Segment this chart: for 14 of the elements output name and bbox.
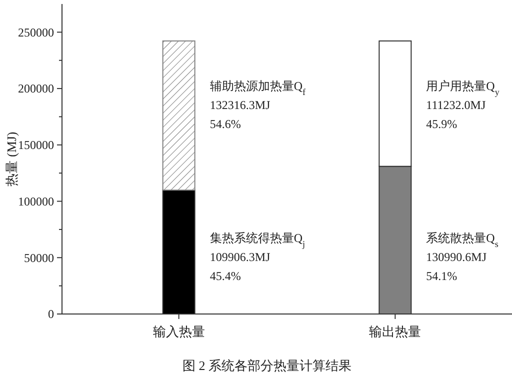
y-tick-label: 0 [48,307,54,322]
y-axis-title: 热量 (MJ) [4,132,19,186]
y-tick-label: 150000 [18,138,54,152]
annotation: 系统散热量Q$_{s}$ 130990.6MJ 54.1% [426,231,499,283]
y-tick-label: 50000 [24,250,54,265]
y-tick-label: 250000 [18,25,54,40]
text: 集热系统得热量Q$_{j}$ 109906.3MJ 45.4% [210,231,306,283]
y-tick-label: 200000 [18,82,54,96]
caption: 图 2 系统各部分热量计算结果 [182,358,352,373]
x-tick-label: 输出热量 [369,324,422,339]
text: 辅助热源加热量Q$_{f}$ 132316.3MJ 54.6% [210,79,306,131]
annotation: 用户用热量Q$_{y}$ 111232.0MJ 45.9% [426,79,500,131]
x-tick-label: 输入热量 [152,324,205,339]
y-tick-label: 100000 [18,194,54,208]
